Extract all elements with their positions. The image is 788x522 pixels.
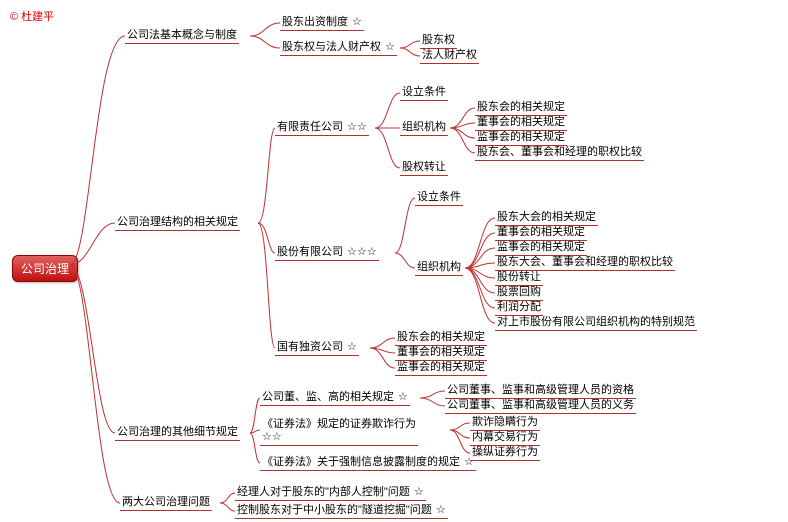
- stars: ☆: [347, 341, 357, 353]
- node-b1-c2: 组织机构: [400, 120, 448, 136]
- node-g3: 监事会的相关规定: [395, 360, 487, 376]
- stars: ☆☆☆: [347, 246, 377, 258]
- stars: ☆: [436, 504, 446, 516]
- node-i2: 内幕交易行为: [470, 430, 540, 446]
- node-l1-b: 公司治理结构的相关规定: [115, 215, 240, 231]
- stars: ☆: [398, 391, 408, 403]
- stars: ☆: [414, 486, 424, 498]
- node-b2-e1: 设立条件: [415, 190, 463, 206]
- copyright-text: © 杜建平: [10, 8, 54, 24]
- node-f5: 股份转让: [495, 270, 543, 286]
- node-d4: 股东会、董事会和经理的职权比较: [475, 145, 644, 161]
- label: 股东出资制度: [282, 16, 348, 28]
- node-dd1: 经理人对于股东的"内部人控制"问题 ☆: [235, 485, 426, 501]
- label: 国有独资公司: [277, 341, 343, 353]
- node-b1-c3: 股权转让: [400, 160, 448, 176]
- node-f3: 监事会的相关规定: [495, 240, 587, 256]
- node-d1: 股东会的相关规定: [475, 100, 567, 116]
- label: 有限责任公司: [277, 121, 343, 133]
- label: 股东权与法人财产权: [282, 41, 381, 53]
- label: 股份有限公司: [277, 246, 343, 258]
- node-h1: 公司董事、监事和高级管理人员的资格: [445, 383, 636, 399]
- node-i1: 欺诈隐瞒行为: [470, 415, 540, 431]
- node-a2-x2: 法人财产权: [420, 48, 479, 64]
- label: 《证券法》关于强制信息披露制度的规定: [262, 456, 460, 468]
- node-g2: 董事会的相关规定: [395, 345, 487, 361]
- node-f1: 股东大会的相关规定: [495, 210, 598, 226]
- node-a2: 股东权与法人财产权 ☆: [280, 40, 397, 56]
- node-g1: 股东会的相关规定: [395, 330, 487, 346]
- node-c1: 公司董、监、高的相关规定 ☆: [260, 390, 410, 406]
- node-f7: 利润分配: [495, 300, 543, 316]
- node-b1-c1: 设立条件: [400, 85, 448, 101]
- label: 公司董、监、高的相关规定: [262, 391, 394, 403]
- node-b1: 有限责任公司 ☆☆: [275, 120, 369, 136]
- node-a2-x1: 股东权: [420, 33, 457, 49]
- root-node: 公司治理: [12, 255, 78, 282]
- node-l1-a: 公司法基本概念与制度: [125, 28, 239, 44]
- node-i3: 操纵证券行为: [470, 445, 540, 461]
- node-d2: 董事会的相关规定: [475, 115, 567, 131]
- label: 控制股东对于中小股东的"隧道挖掘"问题: [237, 504, 432, 516]
- node-a1: 股东出资制度 ☆: [280, 15, 364, 31]
- node-dd2: 控制股东对于中小股东的"隧道挖掘"问题 ☆: [235, 503, 448, 519]
- node-b2: 股份有限公司 ☆☆☆: [275, 245, 379, 261]
- stars: ☆: [352, 16, 362, 28]
- node-f4: 股东大会、董事会和经理的职权比较: [495, 255, 675, 271]
- label: 《证券法》规定的证券欺诈行为: [262, 418, 416, 430]
- stars: ☆: [385, 41, 395, 53]
- node-b3: 国有独资公司 ☆: [275, 340, 359, 356]
- node-c2: 《证券法》规定的证券欺诈行为☆☆: [260, 418, 418, 446]
- node-l1-d: 两大公司治理问题: [120, 495, 212, 511]
- node-f2: 董事会的相关规定: [495, 225, 587, 241]
- node-c3: 《证券法》关于强制信息披露制度的规定☆: [260, 455, 476, 471]
- label: 经理人对于股东的"内部人控制"问题: [237, 486, 410, 498]
- stars: ☆☆: [262, 431, 282, 443]
- stars: ☆☆: [347, 121, 367, 133]
- node-f8: 对上市股份有限公司组织机构的特别规范: [495, 315, 697, 331]
- node-f6: 股票回购: [495, 285, 543, 301]
- node-b2-e2: 组织机构: [415, 260, 463, 276]
- node-d3: 监事会的相关规定: [475, 130, 567, 146]
- node-h2: 公司董事、监事和高级管理人员的义务: [445, 398, 636, 414]
- node-l1-c: 公司治理的其他细节规定: [115, 425, 240, 441]
